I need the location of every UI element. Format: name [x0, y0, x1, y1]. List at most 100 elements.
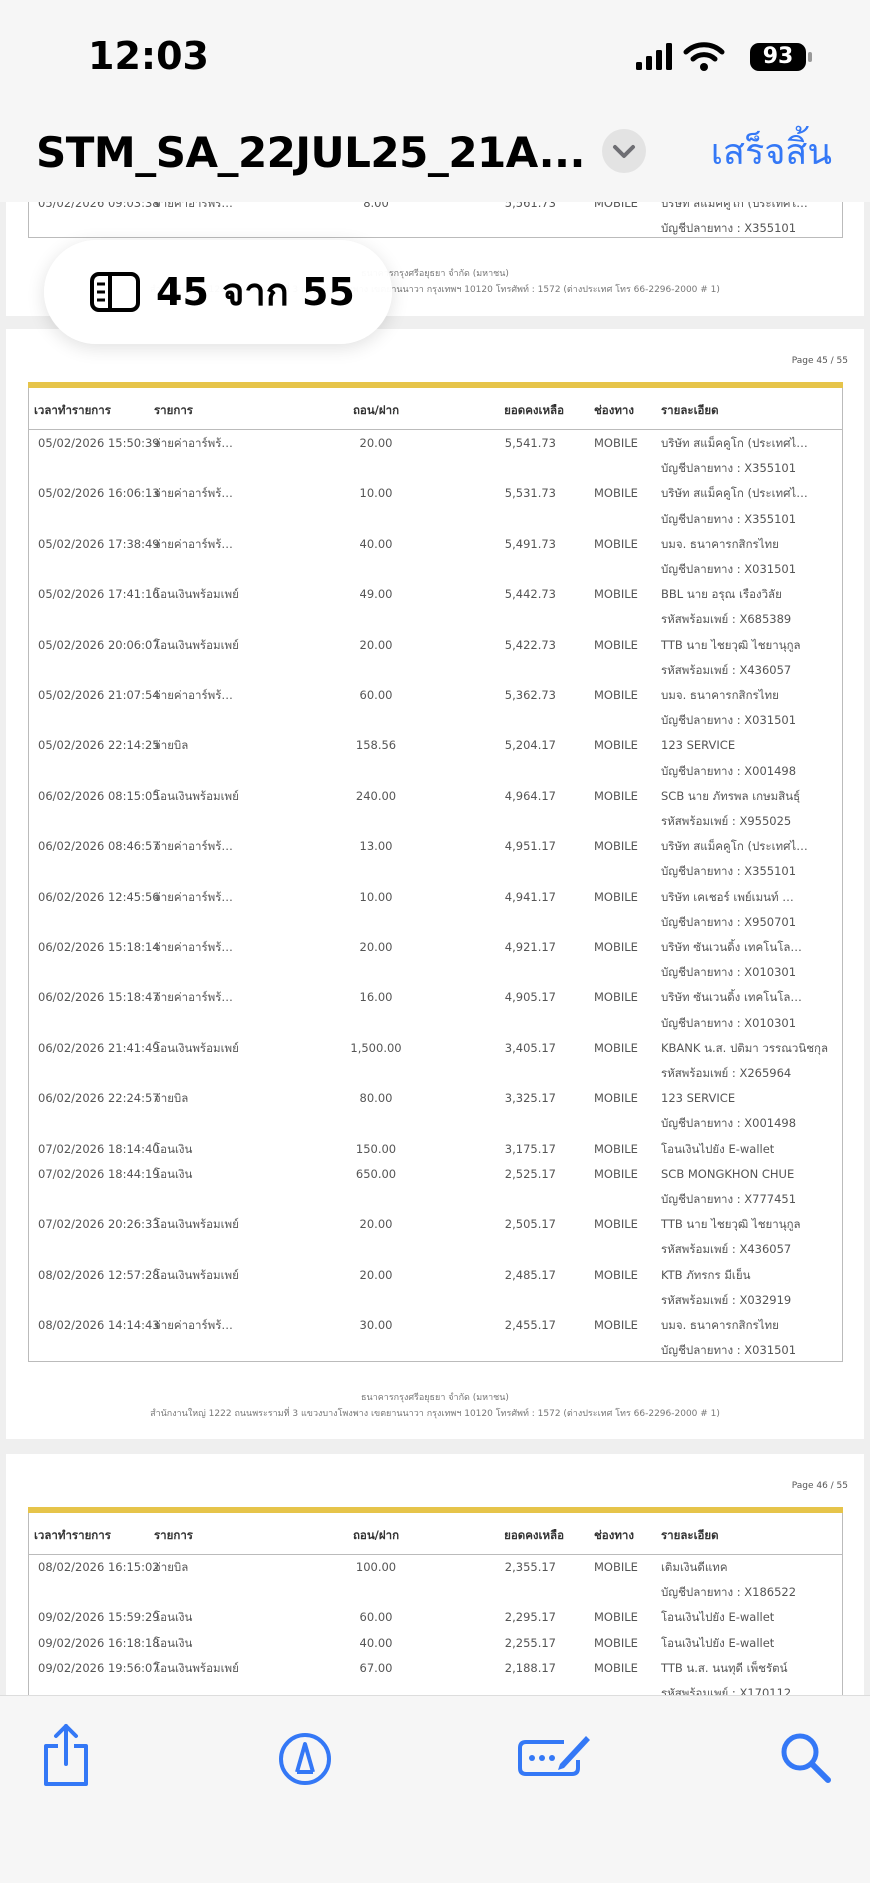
row-amount: 20.00: [359, 1267, 393, 1282]
row-balance: 5,491.73: [504, 536, 556, 551]
row-balance: 4,941.17: [504, 889, 556, 904]
row-detail: รหัสพร้อมเพย์ : X436057: [661, 1242, 792, 1257]
row-time: 06/02/2026 22:24:57: [38, 1091, 160, 1106]
row-amount: 20.00: [359, 436, 393, 450]
row-channel: MOBILE: [594, 990, 638, 1005]
row-time: 05/02/2026 21:07:54: [38, 688, 160, 702]
toolbar: [0, 1695, 870, 1883]
page-label: Page 46 / 55: [791, 1481, 848, 1491]
table-border: [28, 1513, 29, 1695]
table-header: เวลาทำรายการ: [34, 1528, 111, 1542]
table-border: [28, 388, 29, 1361]
row-detail: รหัสพร้อมเพย์ : X955025: [661, 814, 792, 828]
header-accent: [28, 1507, 843, 1513]
row-description: จ่ายค่าอาร์พร้…: [154, 436, 233, 450]
row-detail: บมจ. ธนาคารกสิกรไทย: [661, 1318, 779, 1332]
row-amount: 20.00: [359, 940, 393, 954]
row-channel: MOBILE: [594, 738, 638, 753]
row-detail: บัญชีปลายทาง : X031501: [661, 713, 797, 728]
markup-button[interactable]: [278, 1732, 332, 1786]
row-detail: บัญชีปลายทาง : X031501: [661, 562, 797, 576]
row-detail: บัญชีปลายทาง : X355101: [661, 511, 797, 526]
page-indicator: 45 จาก 55: [44, 240, 392, 344]
row-amount: 10.00: [359, 486, 393, 501]
row-channel: MOBILE: [594, 688, 638, 702]
row-time: 09/02/2026 19:56:07: [38, 1660, 160, 1675]
row-time: 09/02/2026 16:18:18: [38, 1635, 160, 1650]
row-detail: บัญชีปลายทาง : X355101: [661, 864, 797, 879]
row-balance: 5,442.73: [504, 587, 556, 602]
search-button[interactable]: [778, 1730, 832, 1784]
row-channel: MOBILE: [594, 637, 638, 652]
row-detail: TTB นาย ไชยวุฒิ ไชยานุกูล: [661, 637, 801, 652]
row-detail: บริษัท สแม็คคูโก (ประเทศไ…: [661, 202, 808, 210]
row-balance: 2,525.17: [504, 1166, 556, 1181]
table-border: [842, 1513, 843, 1695]
row-description: จ่ายค่าอาร์พร้…: [154, 940, 233, 954]
row-time: 08/02/2026 16:15:02: [38, 1560, 160, 1574]
title-menu-button[interactable]: [601, 128, 647, 174]
row-detail: KBANK น.ส. ปติมา วรรณวนิชกุล: [661, 1040, 829, 1055]
row-detail: 123 SERVICE: [661, 1091, 736, 1106]
row-detail: บริษัท ซันเวนดิ้ง เทคโนโล…: [661, 990, 802, 1005]
row-detail: บัญชีปลายทาง : X001498: [661, 763, 797, 778]
row-detail: เติมเงินดีแทค: [661, 1560, 728, 1574]
row-time: 05/02/2026 15:50:39: [38, 436, 160, 450]
row-balance: 3,405.17: [504, 1040, 556, 1055]
row-description: โอนเงินพร้อมเพย์: [154, 1660, 239, 1675]
row-channel: MOBILE: [594, 1635, 638, 1650]
pdf-page: Page 45 / 55 เวลาทำรายการ รายการ ถอน/ฝาก ยอด…: [6, 329, 864, 1439]
done-button[interactable]: เสร็จสิ้น: [710, 132, 832, 173]
row-description: จ่ายบิล: [154, 1560, 189, 1574]
row-amount: 10.00: [359, 889, 393, 904]
header-divider: [28, 1554, 842, 1555]
row-channel: MOBILE: [594, 1217, 638, 1232]
pdf-page: Page 46 / 55 เวลาทำรายการ รายการ ถอน/ฝาก ยอด…: [6, 1454, 864, 1695]
row-time: 07/02/2026 18:44:19: [38, 1166, 160, 1181]
table-bottom: [28, 1361, 843, 1362]
row-channel: MOBILE: [594, 1318, 638, 1332]
row-balance: 4,964.17: [504, 788, 556, 803]
row-balance: 2,188.17: [504, 1660, 556, 1675]
row-balance: 3,175.17: [504, 1141, 556, 1156]
share-button[interactable]: [40, 1722, 92, 1788]
row-balance: 2,255.17: [504, 1635, 556, 1650]
row-description: จ่ายค่าอาร์พร้…: [154, 688, 233, 702]
row-description: โอนเงินพร้อมเพย์: [154, 788, 239, 803]
row-channel: MOBILE: [594, 1267, 638, 1282]
row-description: จ่ายบิล: [154, 738, 189, 753]
row-time: 05/02/2026 20:06:07: [38, 637, 160, 652]
row-detail: SCB MONGKHON CHUE: [661, 1166, 795, 1181]
table-border: [842, 202, 843, 237]
row-channel: MOBILE: [594, 1560, 638, 1574]
row-description: โอนเงิน: [154, 1166, 193, 1181]
table-border: [28, 202, 29, 237]
row-amount: 16.00: [359, 990, 393, 1005]
row-amount: 240.00: [355, 788, 397, 803]
page-indicator-text: 45 จาก 55: [156, 270, 355, 314]
table-bottom: [28, 237, 843, 238]
table-header: รายละเอียด: [661, 1528, 719, 1542]
row-amount: 80.00: [359, 1091, 393, 1106]
row-description: จ่ายค่าอาร์พร้…: [154, 202, 233, 210]
row-time: 06/02/2026 08:46:57: [38, 839, 160, 854]
document-title[interactable]: STM_SA_22JUL25_21A...: [36, 128, 585, 177]
row-time: 05/02/2026 17:41:16: [38, 587, 160, 602]
status-icons: [636, 42, 812, 71]
row-balance: 2,295.17: [504, 1610, 556, 1625]
row-amount: 8.00: [363, 202, 389, 210]
signature-button[interactable]: [516, 1728, 592, 1778]
row-detail: บัญชีปลายทาง : X355101: [661, 461, 797, 476]
row-detail: SCB นาย ภัทรพล เกษมสินธุ์: [661, 788, 801, 803]
table-header: รายการ: [154, 403, 193, 417]
row-description: จ่ายค่าอาร์พร้…: [154, 1318, 233, 1332]
row-detail: บมจ. ธนาคารกสิกรไทย: [661, 688, 779, 702]
row-detail: บัญชีปลายทาง : X031501: [661, 1343, 797, 1358]
table-header: ยอดคงเหลือ: [504, 403, 564, 417]
row-detail: รหัสพร้อมเพย์ : X685389: [661, 612, 792, 627]
row-amount: 60.00: [359, 1610, 393, 1625]
row-time: 07/02/2026 20:26:33: [38, 1217, 160, 1232]
row-amount: 150.00: [355, 1141, 397, 1156]
row-detail: บริษัท สแม็คคูโก (ประเทศไ…: [661, 486, 808, 501]
